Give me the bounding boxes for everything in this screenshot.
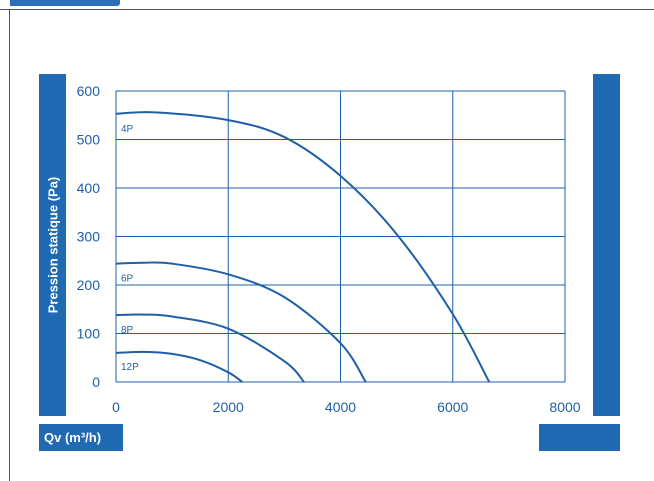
right-decor-bar [593,74,620,416]
y-axis-label-bar [39,74,66,416]
frame-top-border [0,9,654,10]
y-tick-label: 600 [77,83,101,99]
series-line-12p [115,350,243,383]
x-tick-label: 8000 [549,399,580,415]
series-labels: 4P 6P 8P 12P [121,124,139,373]
series-line-4p [115,111,491,383]
y-tick-label: 0 [92,374,100,390]
series-line-8p [115,313,305,383]
y-tick-label: 100 [77,326,101,342]
y-tick-label: 500 [77,132,101,148]
series-label-6p: 6P [121,274,134,285]
y-tick-label: 300 [77,229,101,245]
series-lines [115,111,491,383]
series-line-6p [115,261,367,383]
series-label-8p: 8P [121,325,134,336]
header-accent [10,0,120,6]
x-tick-label: 6000 [437,399,468,415]
frame-left-border [9,9,10,481]
x-tick-label: 4000 [325,399,356,415]
x-tick-label: 2000 [213,399,244,415]
series-label-12p: 12P [121,362,139,373]
right-footer-box [539,424,620,451]
y-tick-labels: 0 100 200 300 400 500 600 [77,83,101,390]
grid [115,90,566,383]
x-tick-label: 0 [112,399,120,415]
y-tick-label: 200 [77,277,101,293]
y-tick-label: 400 [77,180,101,196]
x-tick-labels: 0 2000 4000 6000 8000 [112,399,581,415]
series-label-4p: 4P [121,124,134,135]
x-axis-label: Qv (m³/h) [39,424,123,451]
